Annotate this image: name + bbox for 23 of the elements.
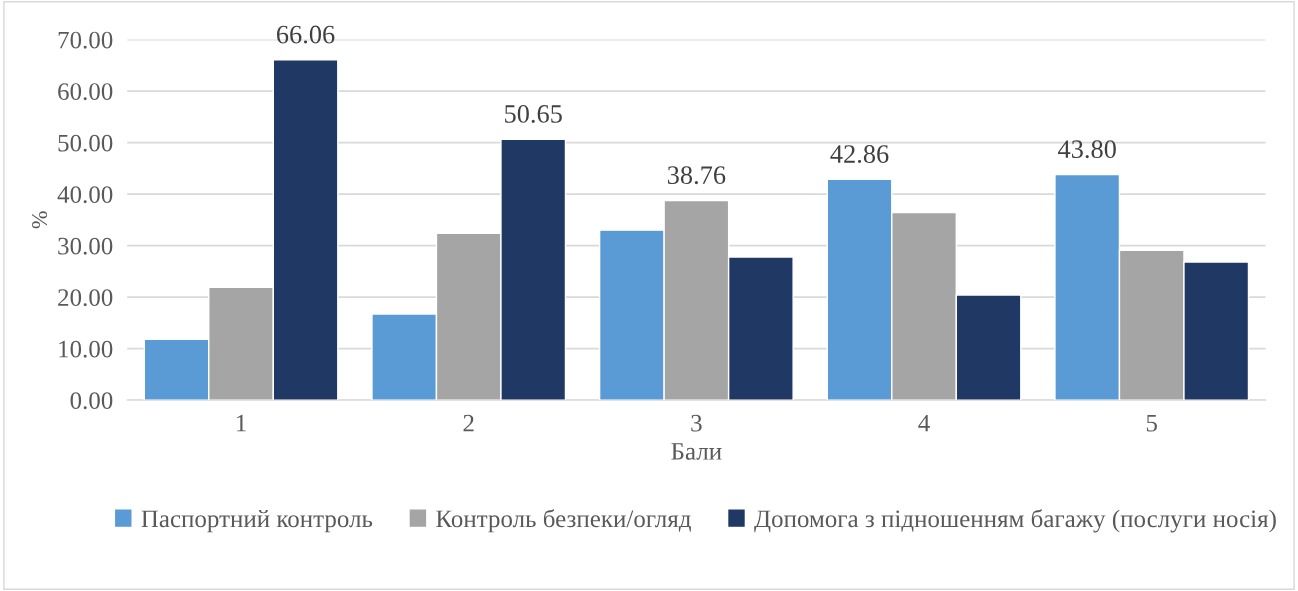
y-axis-title: % xyxy=(32,211,48,229)
x-tick-label: 3 xyxy=(691,414,702,432)
y-tick-label: 0.00 xyxy=(70,392,113,410)
x-tick-label: 1 xyxy=(236,414,246,432)
x-tick-label: 2 xyxy=(463,414,474,432)
data-label: 43.80 xyxy=(1058,140,1116,159)
y-tick-label: 50.00 xyxy=(58,134,113,152)
legend-label: Паспортний контроль xyxy=(141,509,373,533)
x-tick-label: 5 xyxy=(1146,414,1157,432)
x-tick-label: 4 xyxy=(918,414,930,432)
y-tick-label: 70.00 xyxy=(58,31,113,49)
legend-label: Допомога з підношенням багажу (послуги носія) xyxy=(754,509,1276,533)
legend-label: Контроль безпеки/огляд xyxy=(436,509,691,533)
data-label: 42.86 xyxy=(830,145,889,164)
y-tick-label: 60.00 xyxy=(58,83,113,101)
data-label: 38.76 xyxy=(667,166,726,185)
y-tick-label: 20.00 xyxy=(58,289,113,307)
x-axis-title: Бали xyxy=(671,443,722,460)
y-tick-label: 10.00 xyxy=(59,340,113,358)
data-label: 50.65 xyxy=(505,104,562,123)
data-label: 66.06 xyxy=(276,25,335,44)
y-tick-label: 40.00 xyxy=(57,186,113,204)
y-tick-label: 30.00 xyxy=(58,237,113,255)
